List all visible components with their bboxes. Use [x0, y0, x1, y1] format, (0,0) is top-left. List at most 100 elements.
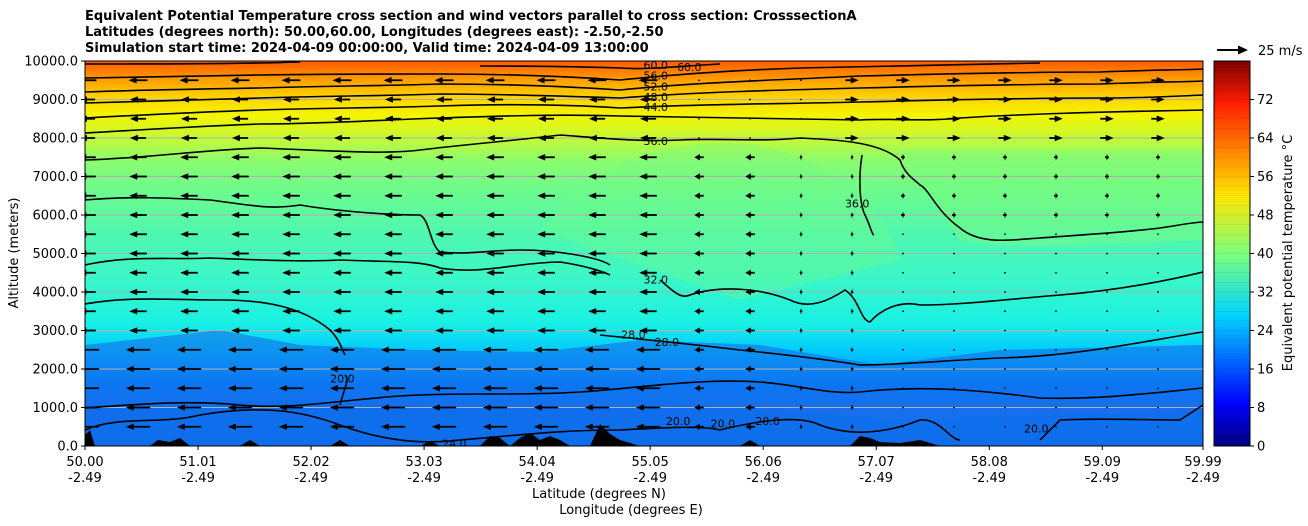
wind-vector [1106, 387, 1108, 390]
wind-vector [588, 288, 606, 296]
wind-vector [125, 385, 151, 392]
wind-vector [588, 96, 606, 103]
wind-vector [953, 348, 955, 351]
wind-vector [537, 288, 555, 296]
contour-label: 52.0 [644, 80, 669, 93]
x-tick-label-lon: -2.49 [520, 471, 554, 486]
y-tick-label: 6000.0 [33, 209, 79, 224]
wind-vector [947, 115, 961, 122]
wind-vector [850, 404, 854, 411]
wind-vector [698, 79, 700, 82]
wind-vector [129, 250, 147, 257]
x-tick-label-lat: 59.09 [1084, 455, 1121, 470]
wind-vector [435, 192, 453, 199]
wind-vector [180, 154, 198, 161]
wind-vector [1004, 368, 1006, 370]
wind-vector [694, 288, 704, 296]
wind-vector [486, 96, 504, 103]
wind-vector [1155, 173, 1161, 180]
x-tick-label-lon: -2.49 [1186, 471, 1220, 486]
wind-vector [537, 173, 555, 180]
wind-vector [435, 288, 453, 296]
wind-vector [1055, 368, 1057, 370]
wind-vector [951, 211, 957, 219]
wind-vector [902, 387, 904, 390]
x-tick-label-lat: 58.08 [971, 455, 1008, 470]
wind-vector [1151, 77, 1165, 84]
wind-vector [953, 406, 955, 409]
chart-title-line-2: Latitudes (degrees north): 50.00,60.00, … [85, 25, 664, 40]
wind-vector [1151, 115, 1165, 122]
wind-vector [282, 308, 300, 315]
wind-vector [278, 385, 304, 392]
x-tick-label-lat: 51.01 [179, 455, 216, 470]
wind-vector [485, 77, 505, 84]
y-tick-label: 10000.0 [24, 55, 78, 70]
wind-vector [1104, 211, 1110, 219]
wind-vector [482, 346, 508, 353]
colorbar-ticks: 0 8 16 24 32 40 48 56 64 72 [1250, 93, 1274, 455]
wind-vector [1106, 406, 1108, 409]
x-tick-label-lat: 50.00 [66, 455, 103, 470]
wind-vector [1004, 406, 1006, 409]
wind-vector [435, 327, 453, 334]
wind-vector [639, 308, 657, 315]
wind-vector [1002, 154, 1008, 161]
y-tick-label: 9000.0 [33, 93, 79, 108]
wind-vector [282, 115, 300, 122]
wind-vector [850, 250, 854, 257]
wind-vector [282, 211, 300, 219]
y-tick-label: 0.0 [57, 440, 78, 455]
wind-vector [129, 134, 147, 142]
wind-vector [282, 327, 300, 334]
wind-vector [85, 406, 100, 409]
wind-vector [129, 327, 147, 334]
wind-vector [380, 365, 406, 373]
wind-vector [278, 404, 304, 411]
wind-vector [799, 404, 803, 411]
wind-vector [1053, 173, 1059, 180]
wind-vector [1100, 77, 1114, 84]
wind-vector [694, 211, 704, 219]
wind-vector [694, 173, 704, 180]
wind-vector [533, 404, 559, 411]
wind-vector [486, 173, 504, 180]
wind-vector [125, 423, 151, 430]
wind-vector [231, 154, 249, 161]
wind-vector [1055, 387, 1057, 390]
wind-vector [486, 231, 504, 238]
wind-vector [333, 173, 351, 180]
wind-vector [902, 329, 904, 332]
y-tick-label: 5000.0 [33, 247, 79, 262]
wind-vector [745, 346, 755, 353]
y-axis: 0.0 1000.0 2000.0 3000.0 4000.0 5000.0 6000.0 7… [24, 55, 85, 455]
wind-vector [129, 115, 147, 122]
colorbar-gradient [1214, 61, 1250, 446]
wind-vector [1053, 192, 1059, 199]
wind-vector [180, 134, 198, 142]
wind-vector [431, 423, 457, 430]
contour-44 [85, 94, 1203, 119]
wind-vector [537, 308, 555, 315]
wind-vector [435, 96, 453, 103]
cross-section-plot: 60.0 60.056.052.048.044.036.036.032.028.0… [85, 61, 1203, 446]
wind-vector [1106, 271, 1108, 274]
wind-vector [947, 134, 961, 142]
wind-vector [1055, 291, 1057, 293]
wind-vector [799, 288, 803, 296]
wind-vector [902, 425, 904, 428]
wind-vector [698, 98, 700, 101]
x-tick-label-lat: 59.99 [1184, 455, 1221, 470]
wind-vector [1157, 233, 1159, 236]
wind-vector [384, 134, 402, 142]
wind-vector [635, 365, 661, 373]
wind-vector [533, 423, 559, 430]
wind-vector [180, 327, 198, 334]
wind-vector [1157, 368, 1159, 370]
wind-vector [231, 288, 249, 296]
wind-vector [953, 310, 955, 313]
y-tick-label: 8000.0 [33, 132, 79, 147]
wind-vector [85, 425, 100, 428]
x-axis-label-longitude: Longitude (degrees E) [559, 503, 703, 518]
wind-vector [639, 96, 657, 103]
